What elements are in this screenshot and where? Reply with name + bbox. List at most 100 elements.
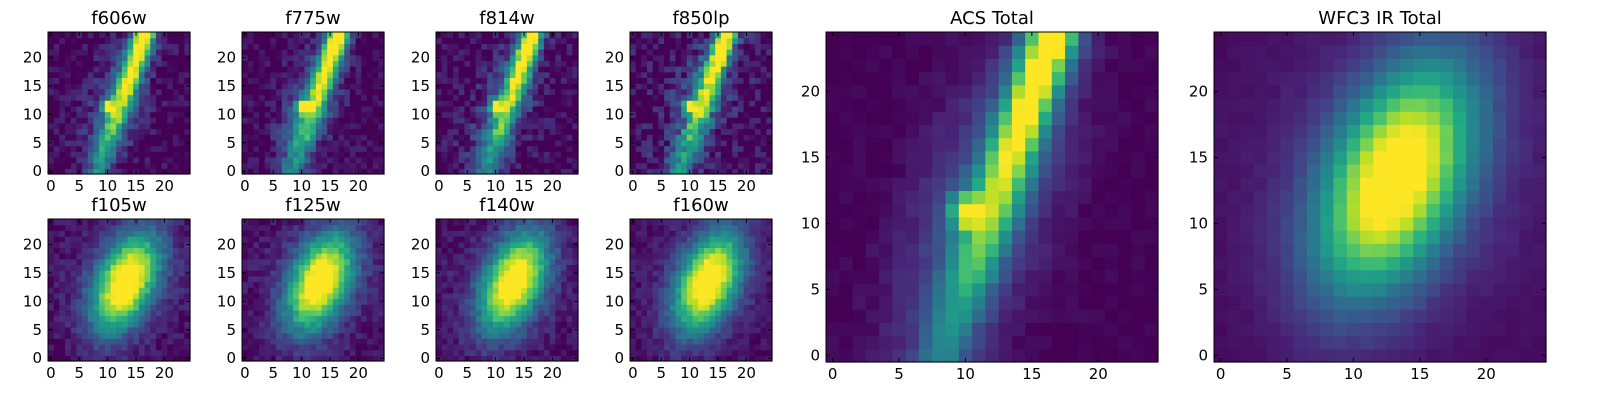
heatmap-cell [366,292,374,300]
heatmap-cell [65,253,72,260]
heatmap-cell [492,241,500,248]
heatmap-cell [332,162,340,169]
heatmap-cell [361,66,368,73]
heatmap-cell [321,37,328,44]
heatmap-cell [184,156,191,164]
heatmap-cell [635,32,642,39]
heatmap-cell [133,309,140,317]
heatmap-cell [470,100,477,107]
heatmap-cell [110,49,117,56]
heatmap-cell [138,315,146,322]
heatmap-cell [349,145,357,152]
heatmap-cell [538,264,545,271]
heatmap-cell [87,100,95,107]
heatmap-cell [259,162,266,169]
heatmap-cell [572,247,579,254]
heatmap-cell [276,32,283,39]
heatmap-cell [492,139,500,147]
heatmap-cell [161,94,168,101]
heatmap-cell [664,111,671,118]
heatmap-cell [59,236,66,243]
heatmap-cell [572,60,579,67]
heatmap-cell [161,270,168,277]
heatmap-cell [737,117,745,124]
heatmap-cell [498,298,505,305]
heatmap-cell [332,338,340,345]
heatmap-cell [475,139,483,147]
heatmap-cell [737,43,745,50]
heatmap-cell [161,151,168,158]
heatmap-cell [70,338,77,345]
heatmap-cell [630,66,637,73]
heatmap-cell [259,236,266,243]
heatmap-cell [686,326,694,334]
heatmap-cell [549,43,556,50]
heatmap-cell [475,253,483,260]
heatmap-cell [133,43,140,50]
heatmap-cell [253,258,260,266]
heatmap-cell [281,122,289,130]
heatmap-cell [720,321,728,328]
heatmap-cell [332,37,340,44]
heatmap-cell [492,71,500,79]
heatmap-cell [658,122,665,130]
heatmap-cell [543,287,551,294]
heatmap-cell [630,315,637,322]
heatmap-cell [572,309,579,317]
heatmap-cell [264,219,271,226]
heatmap-cell [538,292,545,300]
heatmap-cell [259,77,266,84]
heatmap-cell [732,156,739,164]
heatmap-cell [754,105,762,113]
heatmap-cell [321,258,328,266]
heatmap-cell [470,275,477,283]
heatmap-cell [321,326,328,334]
heatmap-cell [276,338,283,345]
heatmap-cell [310,321,317,328]
heatmap-cell [99,281,106,288]
heatmap-cell [349,71,357,79]
heatmap-cell [53,338,60,345]
heatmap-cell [709,315,716,322]
heatmap-cell [766,343,773,351]
heatmap-cell [59,145,66,152]
heatmap-cell [641,145,648,152]
heatmap-cell [59,88,66,96]
heatmap-cell [652,83,659,90]
heatmap-cell [458,349,465,356]
heatmap-cell [470,128,477,135]
y-tick-label: 10 [605,105,624,123]
heatmap-cell [436,309,443,317]
heatmap-cell [253,281,260,288]
heatmap-cell [487,247,494,254]
heatmap-cell [338,156,345,164]
heatmap-cell [338,100,345,107]
heatmap-cell [698,139,705,147]
heatmap-cell [104,304,112,311]
heatmap-cell [116,247,123,254]
heatmap-cell [247,88,254,96]
heatmap-cell [172,151,180,158]
heatmap-cell [737,105,745,113]
heatmap-cell [48,292,55,300]
heatmap-cell [749,83,756,90]
heatmap-cell [470,77,477,84]
heatmap-cell [184,321,191,328]
heatmap-cell [436,49,443,56]
heatmap-cell [65,66,72,73]
heatmap-cell [178,71,185,79]
heatmap-cell [549,100,556,107]
heatmap-cell [732,281,739,288]
heatmap-cell [355,100,362,107]
heatmap-cell [498,156,505,164]
heatmap-cell [464,37,471,44]
heatmap-cell [743,66,750,73]
heatmap-cell [361,43,368,50]
heatmap-cell [281,49,289,56]
heatmap-cell [287,253,294,260]
heatmap-cell [732,32,739,39]
heatmap-cell [116,60,123,67]
heatmap-cell [59,156,66,164]
heatmap-cell [726,332,733,339]
heatmap-cell [116,270,123,277]
